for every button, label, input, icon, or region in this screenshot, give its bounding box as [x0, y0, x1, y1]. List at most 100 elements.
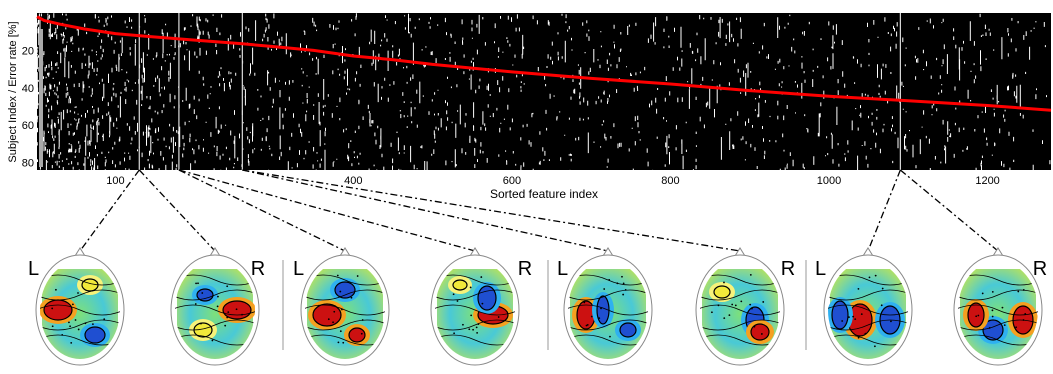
- feature-selection-marks: [37, 13, 1051, 170]
- topo-contour: [40, 304, 120, 316]
- topo-blob: [831, 300, 849, 330]
- electrode-dot: [194, 303, 197, 305]
- electrode-dot: [723, 281, 725, 284]
- left-hemisphere-label: L: [293, 258, 304, 280]
- topo-map: [430, 247, 520, 366]
- topo-contour: [568, 304, 648, 316]
- topo-contour: [958, 319, 1038, 331]
- plot-background: [37, 13, 1051, 170]
- electrode-dot: [51, 307, 54, 310]
- x-tick-label: 400: [344, 175, 362, 187]
- electrode-dot: [70, 341, 73, 344]
- electrode-dot: [342, 341, 345, 344]
- electrode-dot: [227, 311, 230, 314]
- electrode-dot: [734, 304, 737, 307]
- topo-contour: [568, 319, 648, 331]
- electrode-dot: [472, 328, 474, 331]
- connector-line: [899, 169, 999, 252]
- electrode-dot: [864, 332, 867, 335]
- electrode-dot: [723, 317, 726, 320]
- right-hemisphere-label: R: [1033, 258, 1047, 280]
- electrode-dot: [977, 314, 980, 317]
- nose-marker: [74, 247, 86, 257]
- electrode-dot: [991, 309, 994, 312]
- topo-contour: [175, 289, 255, 301]
- electrode-dot: [622, 293, 625, 296]
- electrode-dot: [77, 328, 80, 331]
- y-tick-label: 40: [22, 83, 34, 95]
- electrode-dot: [480, 276, 483, 278]
- electrode-dot: [356, 275, 359, 277]
- left-hemisphere-label: L: [815, 258, 826, 280]
- electrode-dot: [68, 321, 70, 324]
- electrode-dot: [711, 311, 713, 314]
- electrode-dot: [61, 333, 64, 336]
- electrode-dot: [211, 339, 214, 342]
- electrode-dot: [740, 300, 743, 303]
- connector-lines: [79, 169, 999, 252]
- electrode-dot: [717, 304, 720, 307]
- topo-blob: [334, 281, 356, 299]
- electrode-dot: [1001, 306, 1004, 309]
- electrode-dot: [624, 288, 627, 291]
- electrode-dot: [848, 316, 850, 319]
- nose-marker: [339, 247, 351, 257]
- first-feature-column: [39, 29, 43, 167]
- electrode-dot: [475, 326, 478, 329]
- electrode-dot: [77, 292, 79, 294]
- selection-marks-path: [37, 13, 1051, 170]
- electrode-dot: [868, 276, 871, 279]
- electrode-dot: [749, 273, 752, 276]
- right-hemisphere-label: R: [251, 258, 265, 280]
- electrode-dot: [728, 314, 731, 316]
- electrode-dot: [476, 331, 479, 334]
- electrode-dot: [731, 303, 734, 306]
- electrode-dot: [332, 321, 334, 324]
- electrode-dot: [1017, 290, 1020, 293]
- electrode-dot: [456, 300, 459, 302]
- electrode-dot: [600, 307, 602, 310]
- electrode-dot: [201, 292, 204, 294]
- electrode-dot: [854, 318, 857, 320]
- electrode-dot: [360, 332, 363, 335]
- topo-blob: [967, 302, 985, 328]
- electrode-dot: [452, 293, 455, 296]
- electrode-dot: [226, 285, 229, 288]
- topo-contour: [40, 319, 120, 331]
- connector-line: [138, 169, 216, 252]
- electrode-dot: [603, 288, 606, 290]
- y-axis-label: Subject Index / Error rate [%]: [7, 21, 19, 162]
- connector-line: [178, 169, 346, 252]
- electrode-dot: [339, 290, 342, 293]
- electrode-dot: [55, 288, 57, 291]
- group-separators: [282, 260, 807, 350]
- electrode-dot: [235, 308, 238, 311]
- topo-blob: [477, 285, 497, 311]
- electrode-dot: [338, 295, 341, 298]
- error-rate-line: [36, 15, 1052, 112]
- nose-marker: [992, 247, 1004, 257]
- electrode-dot: [881, 287, 884, 290]
- topo-contour: [305, 319, 385, 331]
- electrode-dot: [873, 345, 876, 348]
- topo-blob: [84, 326, 106, 344]
- electrode-dot: [217, 295, 219, 298]
- electrode-dot: [753, 325, 756, 328]
- y-tick-label: 80: [22, 158, 34, 170]
- topo-contour: [435, 304, 515, 316]
- nose-marker: [469, 247, 481, 257]
- topo-blob: [196, 288, 214, 302]
- topo-blob: [750, 323, 770, 341]
- electrode-dot: [890, 320, 892, 323]
- connector-line: [242, 169, 609, 252]
- topographic-maps: L L L LR R R R: [28, 247, 1047, 366]
- nose-marker: [602, 247, 614, 257]
- electrode-dot: [880, 304, 883, 307]
- electrode-dot: [477, 323, 480, 326]
- topo-map: [823, 247, 913, 366]
- electrode-dot: [860, 313, 863, 316]
- topo-contour: [435, 289, 515, 301]
- electrode-dot: [241, 313, 243, 316]
- electrode-dot: [469, 286, 472, 289]
- topo-blob: [596, 295, 610, 325]
